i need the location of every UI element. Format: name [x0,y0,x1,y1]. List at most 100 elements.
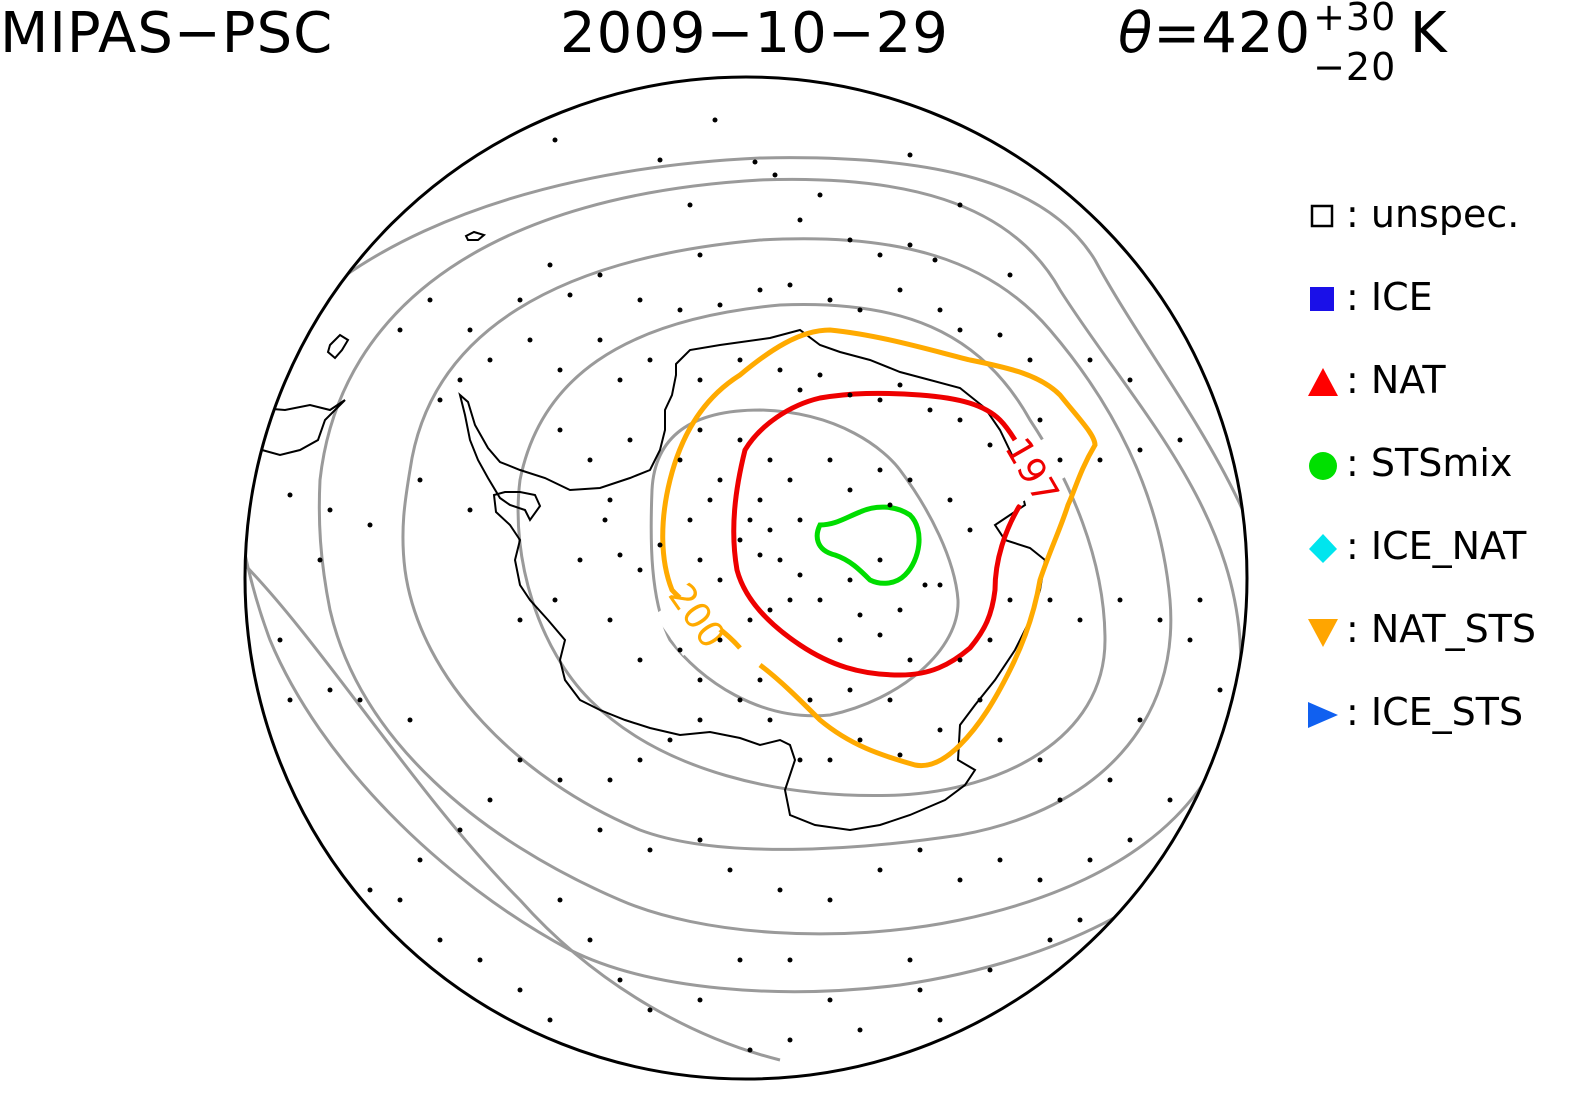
measurement-dot [707,497,713,503]
measurement-dot [747,1047,753,1053]
theta-value: =420 [1153,1,1312,66]
measurement-dot [772,172,778,178]
measurement-dot [827,997,833,1003]
orange-contour-200 [660,327,1098,769]
measurement-dot [827,757,833,763]
measurement-dot [357,697,363,703]
measurement-dot [937,582,943,588]
measurement-dot [327,687,333,693]
measurement-dot [697,997,703,1003]
open-square-icon [1310,204,1334,228]
measurement-dot [517,757,523,763]
measurement-dot [1097,997,1103,1003]
measurement-dot [797,757,803,763]
measurement-dot [647,357,653,363]
measurement-dot [717,477,723,483]
theta-symbol: θ [1118,1,1154,66]
measurement-dot [647,847,653,853]
measurement-dot [417,477,423,483]
theta-plus: +30 [1313,0,1397,39]
measurement-dot [917,987,923,993]
measurement-dot [637,567,643,573]
measurement-dot [607,497,613,503]
measurement-dot [677,647,683,653]
measurement-dot [467,327,473,333]
legend-label: : STSmix [1346,441,1513,485]
circle-icon [1309,452,1337,480]
measurement-dot [717,302,723,308]
measurement-dot [787,1037,793,1043]
grey-contour-6 [245,558,781,1062]
measurement-dot [737,697,743,703]
measurement-dot [617,552,623,558]
measurement-dot [587,937,593,943]
measurement-dot [657,542,663,548]
measurement-dot [847,577,853,583]
measurement-dot [957,417,963,423]
legend-label: : NAT_STS [1346,607,1537,651]
measurement-dot [887,697,893,703]
measurement-dot [367,522,373,528]
measurement-dot [637,657,643,663]
grey-contours [245,156,1247,1062]
measurement-dot [787,597,793,603]
measurement-dot [697,557,703,563]
measurement-dot [617,977,623,983]
measurement-dot [1037,877,1043,883]
measurement-dot [737,957,743,963]
measurement-dot [557,777,563,783]
measurement-dot [797,517,803,523]
measurement-dot [697,717,703,723]
measurement-dot [1037,417,1043,423]
measurement-dot [957,877,963,883]
measurement-dot [777,887,783,893]
measurement-dot [797,217,803,223]
measurement-dot [922,582,928,588]
measurement-dot [957,327,963,333]
measurement-dot [1057,457,1063,463]
measurement-dot [1087,357,1093,363]
measurement-dot [957,202,963,208]
measurement-dot [932,257,938,263]
measurement-dot [857,307,863,313]
measurement-dot [597,827,603,833]
measurement-dot [552,597,558,603]
measurement-dot [327,507,333,513]
measurement-dot [587,457,593,463]
measurement-dot [877,252,883,258]
south-america-tip [259,399,346,457]
measurement-dot [897,607,903,613]
measurement-dot [552,137,558,143]
measurement-dot [997,1037,1003,1043]
measurement-dot [887,502,893,508]
measurement-dot [1057,797,1063,803]
measurement-dot [907,957,913,963]
measurement-dot [427,297,433,303]
legend-label: : NAT [1346,358,1446,402]
measurement-dot [367,887,373,893]
grey-contour-2 [516,302,1107,797]
map-boundary [243,75,1249,1081]
measurement-dot [727,867,733,873]
measurement-dot [597,272,603,278]
legend-label: : ICE [1346,275,1433,319]
measurement-dot [857,612,863,618]
measurement-dot [937,1017,943,1023]
theta-title: θ=420 +30 −20 K [1118,0,1448,86]
measurement-dot [907,242,913,248]
measurement-dot [907,477,913,483]
measurement-dot [797,572,803,578]
measurement-dot [997,857,1003,863]
measurement-dot [577,557,583,563]
measurement-dot [1047,597,1053,603]
measurement-dot [457,377,463,383]
measurement-dot [997,332,1003,338]
theta-unit: K [1409,1,1448,66]
measurement-dot [897,752,903,758]
measurement-dot [787,957,793,963]
measurement-dot [647,1007,653,1013]
measurement-dot [1097,457,1103,463]
red-contour-197 [731,390,1023,678]
measurement-dot [907,657,913,663]
measurement-dot [807,697,813,703]
